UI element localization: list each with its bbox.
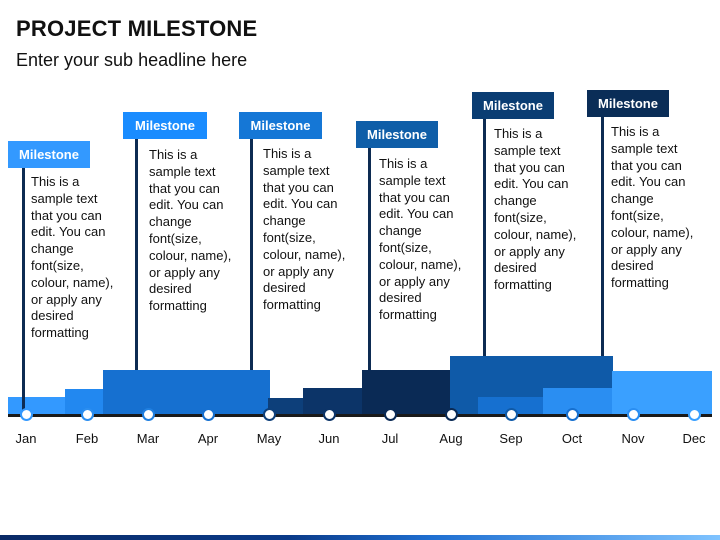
month-label: Oct	[561, 431, 583, 446]
timeline-axis	[8, 414, 712, 417]
page-subtitle: Enter your sub headline here	[16, 50, 248, 70]
month-marker-may	[263, 408, 276, 421]
timeline-bar	[103, 370, 270, 415]
month-label: Mar	[136, 431, 160, 446]
milestone-description: This is a sample text that you can edit.…	[31, 174, 114, 341]
milestone-tag: Milestone	[123, 112, 207, 139]
milestone-stem	[22, 166, 25, 414]
milestone-description: This is a sample text that you can edit.…	[149, 147, 232, 314]
footer-stripe	[0, 535, 720, 540]
milestone-tag: Milestone	[472, 92, 554, 119]
milestone-stem	[483, 118, 486, 356]
milestone-description: This is a sample text that you can edit.…	[494, 126, 577, 293]
month-marker-aug	[445, 408, 458, 421]
milestone-stem	[135, 138, 138, 370]
month-label: Aug	[439, 431, 463, 446]
timeline-bar	[612, 371, 712, 415]
page-title: PROJECT MILESTONE	[16, 16, 258, 41]
month-label: Jul	[381, 431, 399, 446]
month-label: May	[256, 431, 282, 446]
month-marker-jun	[323, 408, 336, 421]
month-marker-apr	[202, 408, 215, 421]
month-marker-jul	[384, 408, 397, 421]
milestone-description: This is a sample text that you can edit.…	[379, 156, 462, 323]
month-label: Dec	[682, 431, 706, 446]
month-marker-feb	[81, 408, 94, 421]
month-marker-oct	[566, 408, 579, 421]
month-marker-nov	[627, 408, 640, 421]
month-label: Jun	[318, 431, 340, 446]
milestone-tag: Milestone	[239, 112, 322, 139]
month-label: Apr	[197, 431, 219, 446]
milestone-description: This is a sample text that you can edit.…	[263, 146, 346, 313]
month-marker-dec	[688, 408, 701, 421]
month-label: Jan	[15, 431, 37, 446]
milestone-stem	[601, 116, 604, 356]
milestone-tag: Milestone	[8, 141, 90, 168]
milestone-stem	[368, 147, 371, 370]
month-label: Sep	[499, 431, 523, 446]
month-label: Nov	[621, 431, 645, 446]
milestone-stem	[250, 138, 253, 370]
month-marker-jan	[20, 408, 33, 421]
month-label: Feb	[75, 431, 99, 446]
milestone-description: This is a sample text that you can edit.…	[611, 124, 694, 291]
milestone-tag: Milestone	[587, 90, 669, 117]
month-marker-mar	[142, 408, 155, 421]
month-marker-sep	[505, 408, 518, 421]
milestone-tag: Milestone	[356, 121, 438, 148]
